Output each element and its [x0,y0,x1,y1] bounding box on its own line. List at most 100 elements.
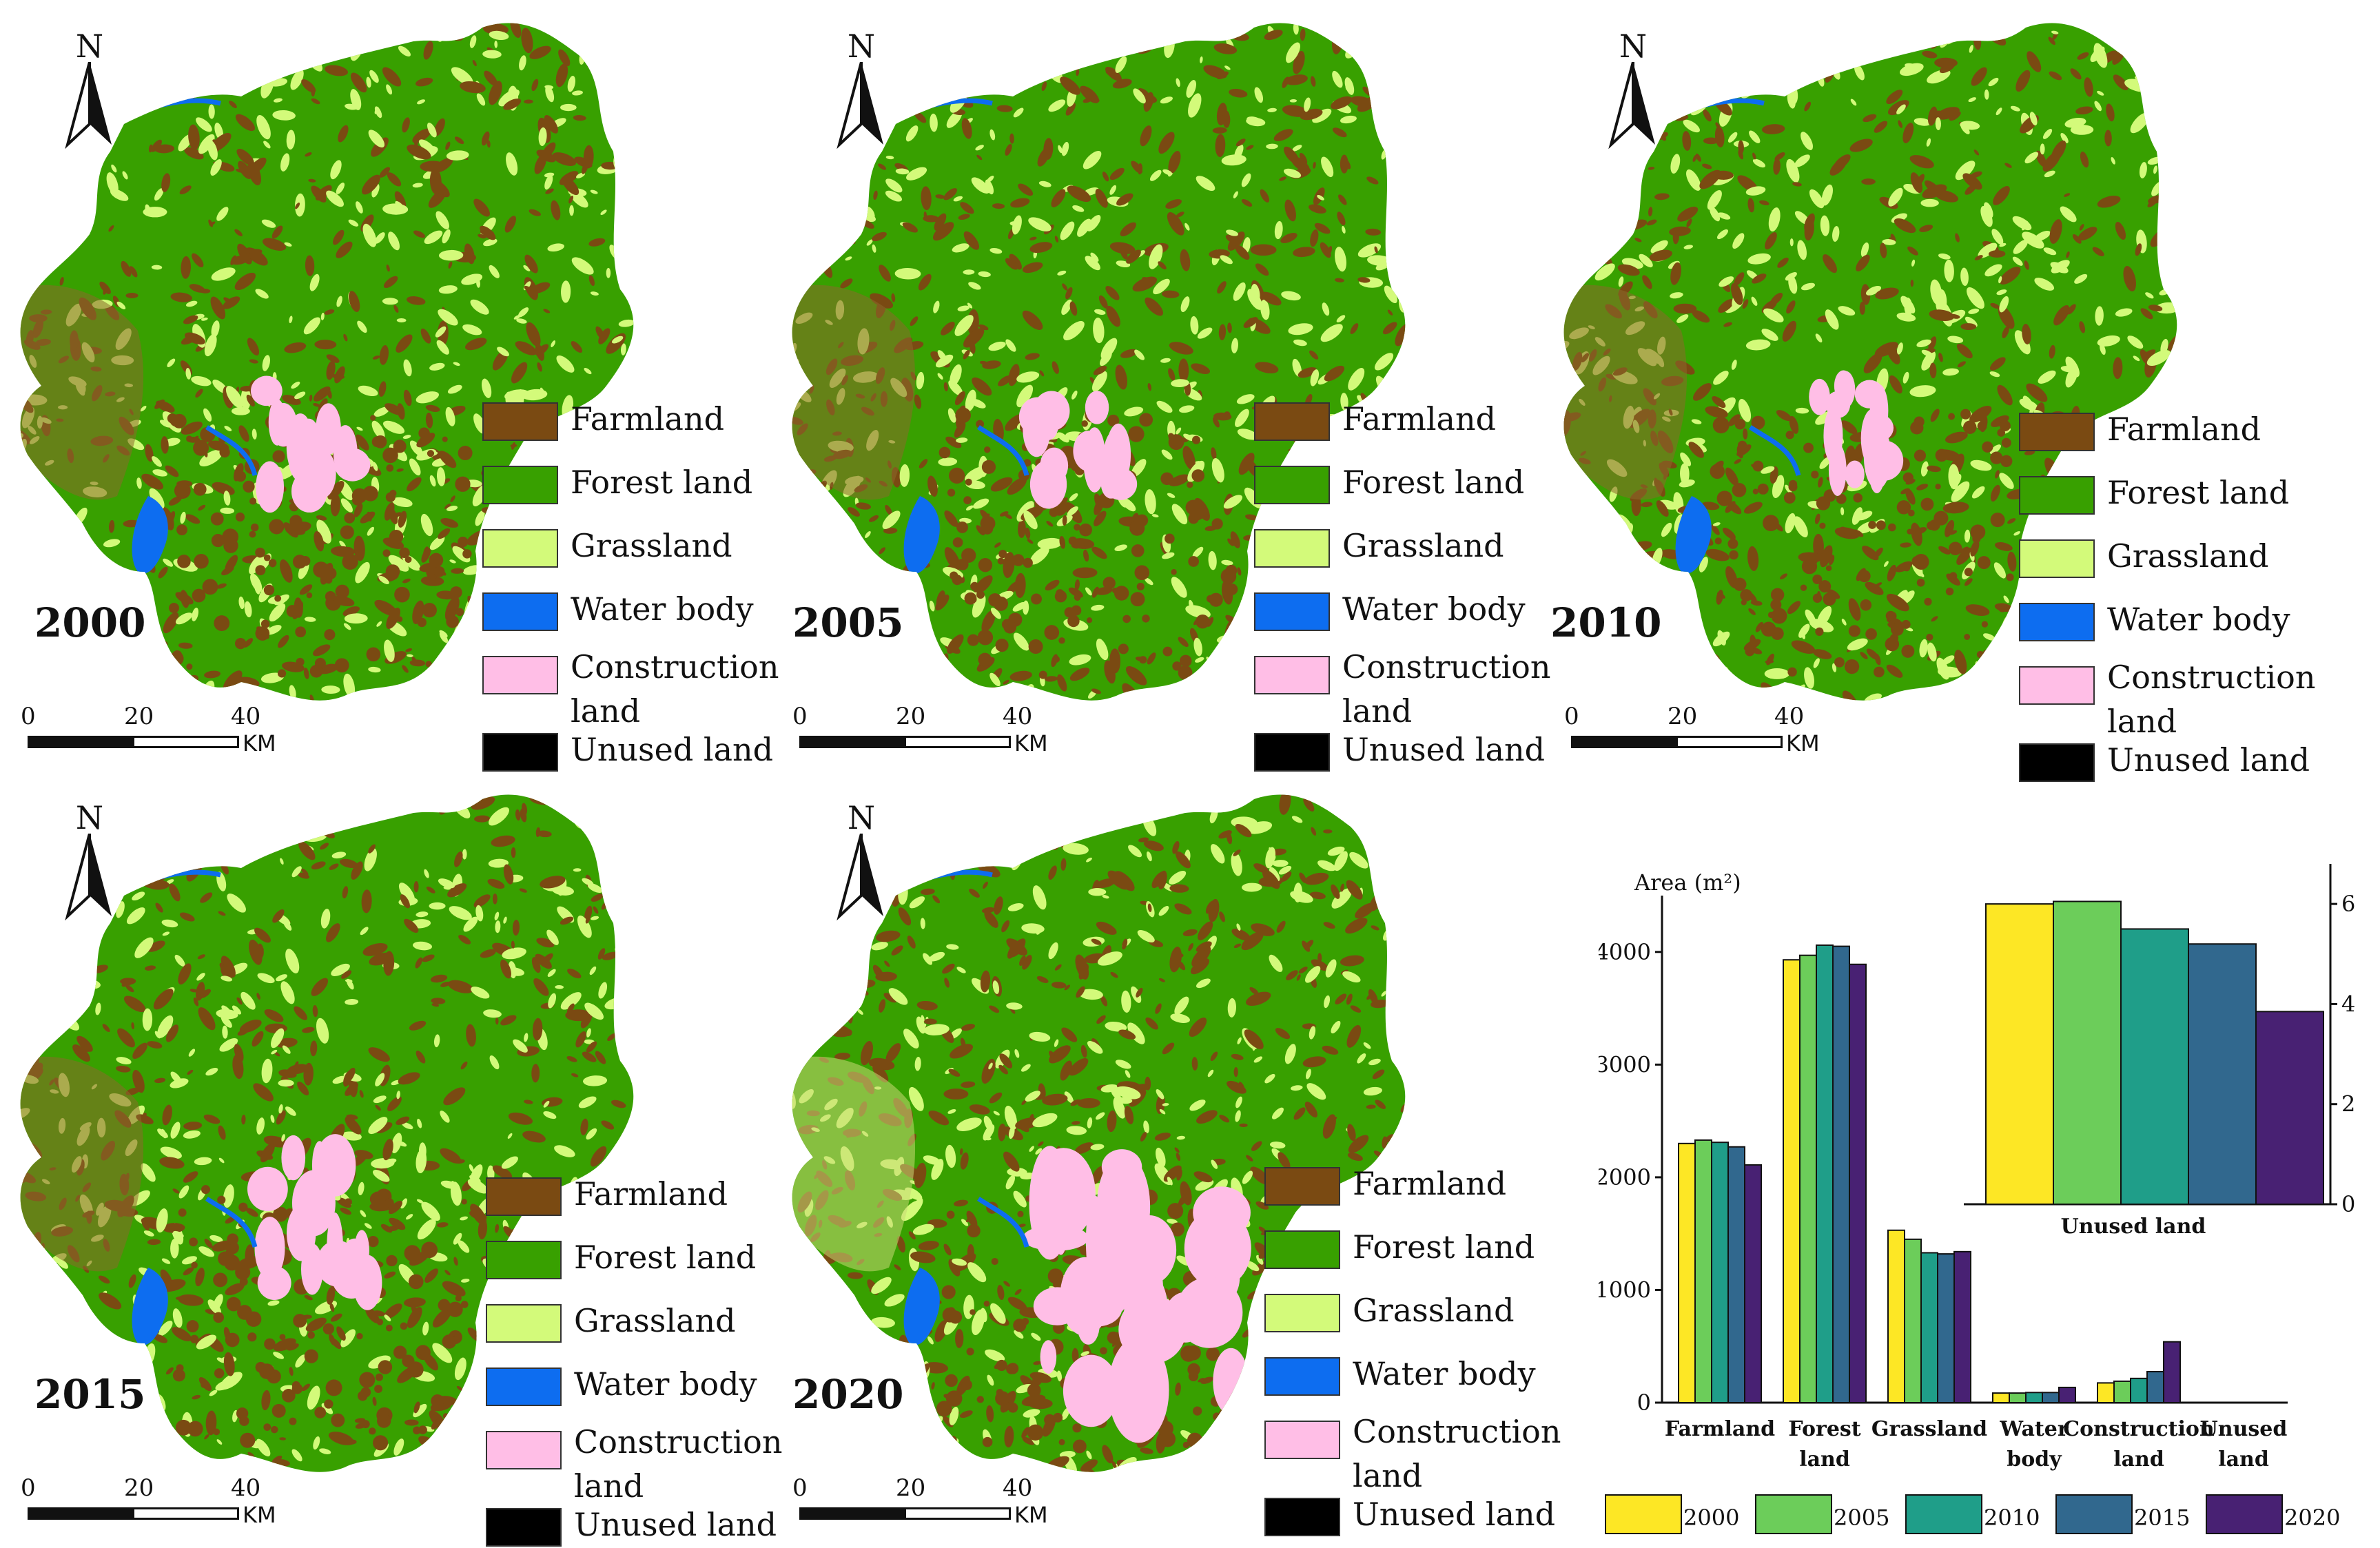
land-patch [426,661,432,667]
land-patch [1784,25,1807,47]
land-patch [966,799,989,821]
land-patch [273,1405,279,1412]
land-patch [1101,25,1115,39]
land-patch [11,849,25,861]
land-patch [1002,75,1022,84]
land-patch [9,1406,33,1420]
land-patch [1180,655,1191,667]
legend-label: Construction land [574,1420,794,1508]
land-patch [821,229,841,238]
land-patch [13,1417,30,1437]
land-patch [418,428,430,440]
land-patch [1834,657,1845,668]
legend-item: Farmland [1254,400,1557,441]
land-patch [609,122,622,141]
land-patch [595,1281,614,1291]
land-patch [867,570,885,584]
land-patch [14,812,26,838]
land-patch [18,843,30,854]
land-patch [230,790,248,815]
scale-tick-label: 40 [231,1474,260,1502]
scale-tick-label: 0 [21,703,36,730]
land-patch [808,158,832,178]
land-patch [828,194,838,211]
land-patch [152,812,158,821]
land-patch [1087,617,1092,623]
legend-label: Grassland [2107,537,2269,575]
land-patch [183,682,189,690]
land-patch [976,590,985,599]
land-patch [1397,45,1408,61]
legend-label: Construction land [1342,645,1563,733]
land-patch [8,1050,28,1072]
land-patch [1559,677,1577,695]
land-patch [784,189,807,215]
western-farmland-area [14,285,143,500]
land-patch [293,1314,307,1328]
north-arrow-icon: N [834,28,889,152]
land-patch [214,615,229,631]
land-patch [35,1345,48,1367]
land-patch [889,54,903,70]
land-patch [797,105,822,128]
land-patch [409,1274,424,1290]
legend-label: Construction land [571,645,791,733]
land-patch [377,692,391,706]
construction-patch [269,399,286,445]
land-patch [10,557,35,582]
land-patch [22,59,39,80]
land-patch [27,196,37,208]
land-patch [597,1215,615,1239]
land-patch [1240,599,1251,605]
land-patch [2040,143,2045,154]
land-patch [1888,612,1897,621]
arrow-half-light [68,834,90,916]
land-patch [1162,647,1172,657]
land-patch [1784,492,1796,504]
land-patch [806,64,828,74]
land-patch [2113,517,2121,526]
land-patch [460,662,483,683]
land-patch [472,1359,478,1370]
land-patch [947,489,955,497]
land-patch [970,597,976,603]
land-patch [967,634,979,646]
land-patch [289,515,302,527]
land-patch [1079,524,1092,537]
land-patch [16,145,22,158]
land-patch [1811,471,1818,478]
land-patch [1377,103,1385,110]
land-patch [159,677,180,698]
map-year-label: 2010 [1550,599,1661,646]
land-patch [1752,461,1763,472]
land-patch [386,493,396,502]
land-patch [8,27,24,37]
land-patch [232,832,245,854]
land-patch [2160,30,2177,42]
land-patch [1012,817,1023,827]
north-label: N [62,28,117,65]
land-patch [214,1368,225,1379]
land-patch [777,453,800,465]
legend-label: Unused land [571,730,773,769]
land-patch [822,681,833,704]
land-patch [6,390,24,402]
land-patch [367,648,381,662]
land-patch [1612,564,1637,579]
land-patch [2089,581,2097,592]
land-patch [1819,30,1831,37]
land-patch [838,555,858,568]
land-patch [1635,551,1650,575]
land-patch [963,496,972,504]
land-patch [187,1421,203,1437]
land-patch [982,523,993,534]
land-patch [382,549,390,557]
land-patch [382,448,398,464]
land-patch [1775,34,1781,43]
north-arrow-icon: N [62,28,117,152]
land-patch [1994,654,2004,662]
land-patch [1630,550,1639,557]
land-patch [609,1220,617,1238]
land-patch [2120,587,2133,594]
land-patch [1572,116,1597,130]
